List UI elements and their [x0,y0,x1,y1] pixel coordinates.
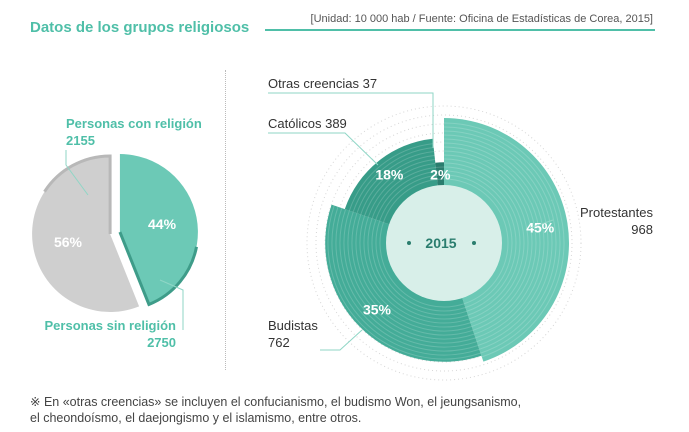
slice-texture [335,207,479,352]
legend-catholics: Católicos 389 [268,115,347,132]
slice-texture [343,210,476,344]
percent-without-religion: 56% [54,234,83,250]
slice-texture [363,216,470,324]
value-others: 37 [362,76,378,91]
footnote-line-2: el cheondoísmo, el daejongismo y el isla… [30,411,362,425]
percent-protestants: 45% [526,219,555,235]
legend-with-religion: Personas con religión 2155 [66,115,202,149]
label-without-religion: Personas sin religión [44,318,177,333]
value-without-religion: 2750 [147,335,176,350]
slice-texture [367,162,436,218]
slice-texture [359,215,471,328]
percent-with-religion: 44% [148,216,177,232]
leader-without-religion [159,279,184,330]
slice-texture [347,211,475,340]
slice-texture [443,178,509,305]
slice-texture [443,138,549,343]
slice-texture [443,154,533,327]
center-dot-left [407,241,411,245]
slice-texture [348,143,434,211]
pie-slice-with-religion [119,154,198,305]
center-dot-right [472,241,476,245]
leader-others [268,92,434,148]
religion-pie: 44% 56% [30,152,200,314]
value-buddhists: 762 [268,335,290,350]
label-with-religion: Personas con religión [66,116,202,131]
legend-without-religion: Personas sin religión 2750 [36,317,177,351]
pie-slice-edge [30,154,142,314]
slice-texture [352,147,434,213]
leader-lines [65,92,554,351]
pie-slice-without-religion [32,155,140,312]
slice-texture [443,126,561,354]
slice-texture [382,178,438,223]
slice-texture [443,142,545,339]
slice-texture [364,158,436,216]
label-buddhists: Budistas [268,318,318,333]
slice-texture [375,170,437,220]
slice-texture [443,146,541,335]
slice-texture [443,166,521,316]
slice-texture [367,218,469,320]
slice-texture [443,130,557,350]
slice-texture [443,162,525,320]
source-note: [Unidad: 10 000 hab / Fuente: Oficina de… [310,13,653,25]
religious-groups-rose: 45% 35% 18% 2% 2015 [306,105,582,381]
slice-texture [339,209,477,348]
slice-texture [379,222,465,308]
label-others: Otras creencias [268,76,360,91]
value-protestants: 968 [631,222,653,237]
slice-texture [360,155,435,215]
slice-texture [375,220,466,312]
section-divider [225,70,226,370]
header-rule [265,29,655,31]
leader-catholics [268,132,379,166]
label-catholics: Católicos [268,116,322,131]
legend-protestants: Protestantes 968 [553,204,653,238]
slice-texture [443,134,553,346]
slice-texture [379,174,437,222]
center-disc [386,185,502,301]
slice-texture [443,170,517,312]
value-with-religion: 2155 [66,133,95,148]
leader-with-religion [65,150,89,196]
percent-others: 2% [430,166,451,182]
legend-others: Otras creencias 37 [268,75,377,92]
slice-texture [327,205,481,360]
slice-texture [371,219,467,316]
slice-texture [443,150,537,331]
slice-texture [355,214,472,332]
slice-texture [371,166,436,219]
footnote-line-1: ※ En «otras creencias» se incluyen el co… [30,395,522,409]
slice-texture [443,122,565,358]
chart-title: Datos de los grupos religiosos [30,19,250,36]
slice-texture [443,174,513,309]
slice-texture [356,151,435,214]
percent-buddhists: 35% [363,301,392,317]
slice-texture [351,213,474,336]
slice-protestants [444,118,570,362]
background-ring [315,114,573,372]
label-protestants: Protestantes [580,205,653,220]
leader-buddhists [320,329,363,351]
legend-buddhists: Budistas 762 [268,317,318,351]
pie-slice-edge [118,152,200,307]
leader-protestants [529,219,554,229]
percent-catholics: 18% [375,167,404,183]
footnote: ※ En «otras creencias» se incluyen el co… [30,394,670,426]
slice-texture [443,158,529,324]
value-catholics: 389 [325,116,347,131]
slice-texture [331,206,480,356]
center-year: 2015 [425,235,456,251]
background-ring [306,105,582,381]
